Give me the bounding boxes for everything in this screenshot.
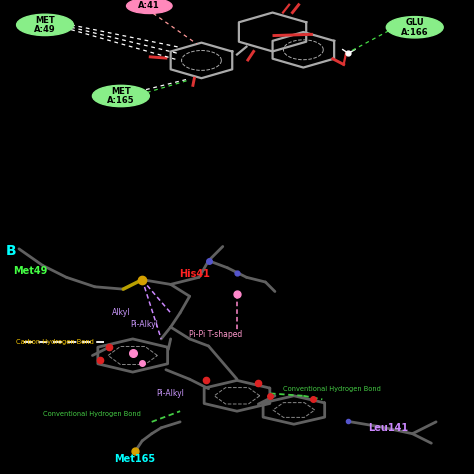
Text: Met49: Met49 — [14, 266, 48, 276]
Text: Pi-Alkyl: Pi-Alkyl — [131, 320, 158, 329]
Text: Carbon Hydrogen Bond: Carbon Hydrogen Bond — [16, 339, 93, 346]
Text: GLU
A:166: GLU A:166 — [401, 18, 428, 36]
Text: Pi-Pi T-shaped: Pi-Pi T-shaped — [189, 330, 242, 338]
Text: A:41: A:41 — [138, 1, 160, 10]
Text: Met165: Met165 — [115, 454, 155, 464]
Text: Conventional Hydrogen Bond: Conventional Hydrogen Bond — [283, 386, 381, 392]
Ellipse shape — [386, 17, 443, 38]
Text: B: B — [6, 244, 16, 258]
Ellipse shape — [127, 0, 172, 14]
Text: Leu141: Leu141 — [369, 423, 409, 433]
Ellipse shape — [92, 85, 149, 107]
Text: Conventional Hydrogen Bond: Conventional Hydrogen Bond — [44, 410, 141, 417]
Text: MET
A:165: MET A:165 — [107, 87, 135, 105]
Ellipse shape — [17, 14, 73, 36]
Text: Pi-Alkyl: Pi-Alkyl — [157, 389, 184, 398]
Text: Alkyl: Alkyl — [111, 309, 130, 317]
Text: His41: His41 — [179, 269, 210, 279]
Text: MET
A:49: MET A:49 — [34, 16, 56, 34]
